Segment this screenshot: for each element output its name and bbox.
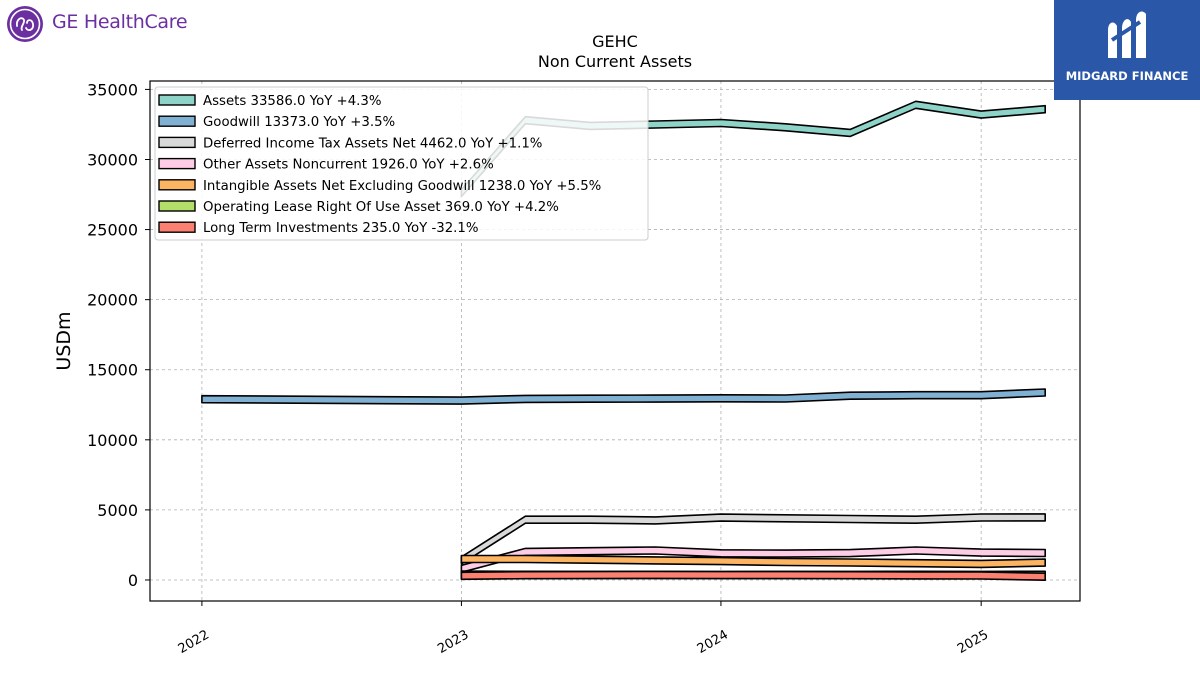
y-tick-label: 0 (128, 571, 138, 590)
legend-label: Goodwill 13373.0 YoY +3.5% (203, 115, 395, 130)
legend-box (154, 86, 649, 241)
plot-frame (149, 80, 1081, 602)
x-tick-label: 2022 (176, 627, 212, 657)
legend-swatch (158, 115, 196, 127)
legend-label: Assets 33586.0 YoY +4.3% (203, 94, 381, 109)
y-tick-label: 15000 (87, 361, 138, 380)
legend-swatch (158, 94, 196, 106)
legend-swatch (158, 179, 196, 191)
y-axis-ticks: 0 5000 10000 15000 20000 25000 30000 35000 (87, 80, 150, 590)
x-tick-label: 2025 (955, 627, 991, 657)
series-line (460, 513, 1046, 565)
chart-title: GEHC (592, 32, 638, 51)
company-logo: GE HealthCare (6, 5, 196, 43)
legend: Assets 33586.0 YoY +4.3% Goodwill 13373.0… (154, 86, 649, 241)
legend-swatch (158, 157, 196, 170)
y-tick-label: 20000 (87, 291, 138, 310)
company-name: GE HealthCare (52, 11, 188, 33)
series-line (460, 546, 1046, 574)
y-tick-label: 35000 (87, 80, 138, 99)
x-tick-label: 2023 (435, 627, 471, 657)
legend-label: Other Assets Noncurrent 1926.0 YoY +2.6% (203, 158, 494, 173)
legend-swatch (158, 136, 196, 149)
series-line (201, 388, 1046, 405)
y-axis-label: USDm (53, 311, 75, 370)
x-tick-label: 2024 (695, 627, 731, 657)
ge-monogram-icon (7, 6, 43, 42)
y-tick-label: 30000 (87, 150, 138, 169)
publisher-name: MIDGARD FINANCE (1065, 69, 1189, 83)
legend-swatch (158, 200, 196, 212)
legend-swatch (158, 221, 196, 233)
y-tick-label: 25000 (87, 221, 138, 240)
x-axis-ticks: 2022 2023 2024 2025 (176, 601, 991, 657)
publisher-logo: MIDGARD FINANCE (1054, 0, 1200, 100)
y-tick-label: 5000 (97, 501, 138, 520)
legend-label: Long Term Investments 235.0 YoY -32.1% (203, 221, 479, 236)
y-tick-label: 10000 (87, 431, 138, 450)
legend-label: Deferred Income Tax Assets Net 4462.0 Yo… (203, 136, 542, 151)
chart-subtitle: Non Current Assets (537, 52, 693, 71)
series-line (460, 554, 1046, 569)
legend-label: Operating Lease Right Of Use Asset 369.0… (203, 200, 559, 215)
series-line (460, 570, 1046, 581)
legend-label: Intangible Assets Net Excluding Goodwill… (203, 179, 601, 194)
midgard-m-icon (1108, 11, 1146, 58)
